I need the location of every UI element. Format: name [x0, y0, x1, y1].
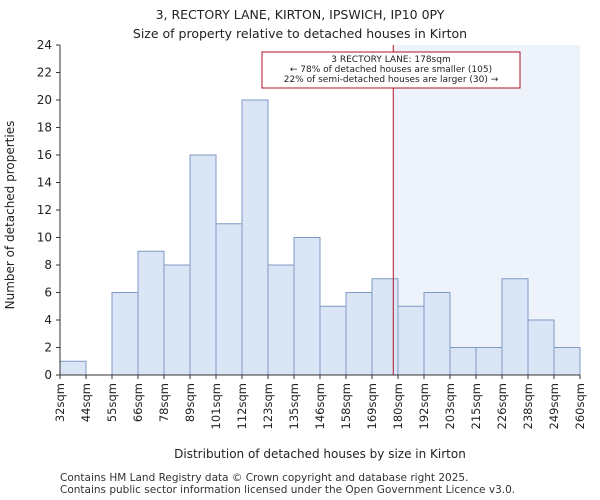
x-tick-label: 89sqm	[183, 383, 197, 422]
x-tick-label: 203sqm	[443, 383, 457, 429]
bar-192sqm	[423, 292, 451, 376]
chart-subtitle: Size of property relative to detached ho…	[132, 26, 468, 41]
bar-135sqm	[293, 237, 321, 376]
annotation-line-3: 22% of semi-detached houses are larger (…	[284, 75, 499, 85]
y-tick-label: 10	[37, 231, 52, 245]
x-tick-label: 146sqm	[313, 383, 327, 429]
y-tick-label: 8	[44, 258, 52, 272]
y-tick-label: 12	[37, 203, 52, 217]
bar-146sqm	[319, 305, 347, 376]
y-tick-label: 14	[37, 176, 52, 190]
bar-249sqm	[553, 347, 581, 376]
bar-226sqm	[501, 278, 529, 376]
x-tick-label: 249sqm	[547, 383, 561, 429]
annotation-line-2: ← 78% of detached houses are smaller (10…	[290, 65, 492, 75]
y-tick-label: 18	[37, 121, 52, 135]
y-tick-label: 2	[44, 341, 52, 355]
x-tick-label: 55sqm	[105, 383, 119, 422]
x-tick-label: 32sqm	[53, 383, 67, 422]
bar-55sqm	[111, 292, 139, 376]
y-tick-label: 22	[37, 66, 52, 80]
x-tick-label: 215sqm	[469, 383, 483, 429]
x-tick-label: 169sqm	[365, 383, 379, 429]
footer-line-1: Contains HM Land Registry data © Crown c…	[60, 472, 469, 484]
annotation-line-1: 3 RECTORY LANE: 178sqm	[331, 55, 450, 65]
y-tick-label: 20	[37, 93, 52, 107]
x-tick-label: 180sqm	[391, 383, 405, 429]
x-axis-label: Distribution of detached houses by size …	[174, 447, 466, 461]
property-annotation: 3 RECTORY LANE: 178sqm ← 78% of detached…	[261, 51, 521, 89]
y-axis-label: Number of detached properties	[3, 121, 17, 310]
y-tick-label: 16	[37, 148, 52, 162]
bar-180sqm	[397, 305, 425, 376]
bar-101sqm	[215, 223, 243, 376]
x-axis: 32sqm 44sqm 55sqm 66sqm 78sqm 89sqm 101sqm 112s…	[53, 374, 587, 429]
y-tick-label: 0	[44, 368, 52, 382]
x-tick-label: 112sqm	[235, 383, 249, 429]
bar-66sqm	[137, 250, 165, 376]
x-tick-label: 78sqm	[157, 383, 171, 422]
bar-158sqm	[345, 292, 373, 376]
bar-123sqm	[267, 264, 295, 376]
x-tick-label: 192sqm	[417, 383, 431, 429]
x-tick-label: 135sqm	[287, 383, 301, 429]
x-tick-label: 226sqm	[495, 383, 509, 429]
bar-78sqm	[163, 264, 191, 376]
footer-line-2: Contains public sector information licen…	[60, 484, 516, 496]
bar-203sqm	[449, 347, 477, 376]
bar-112sqm	[241, 99, 269, 376]
x-tick-label: 101sqm	[209, 383, 223, 429]
bar-169sqm	[371, 278, 399, 376]
bar-215sqm	[475, 347, 503, 376]
annotation-box	[261, 51, 521, 89]
bar-32sqm	[59, 360, 87, 376]
x-tick-label: 123sqm	[261, 383, 275, 429]
chart-title: 3, RECTORY LANE, KIRTON, IPSWICH, IP10 0…	[155, 7, 445, 22]
y-tick-label: 6	[44, 286, 52, 300]
x-tick-label: 66sqm	[131, 383, 145, 422]
x-tick-label: 158sqm	[339, 383, 353, 429]
y-tick-label: 24	[37, 38, 52, 52]
x-tick-label: 238sqm	[521, 383, 535, 429]
bars-group	[59, 99, 581, 376]
bar-89sqm	[189, 154, 217, 376]
bar-238sqm	[527, 319, 555, 376]
x-tick-label: 44sqm	[79, 383, 93, 422]
y-tick-label: 4	[44, 313, 52, 327]
x-tick-label: 260sqm	[573, 383, 587, 429]
